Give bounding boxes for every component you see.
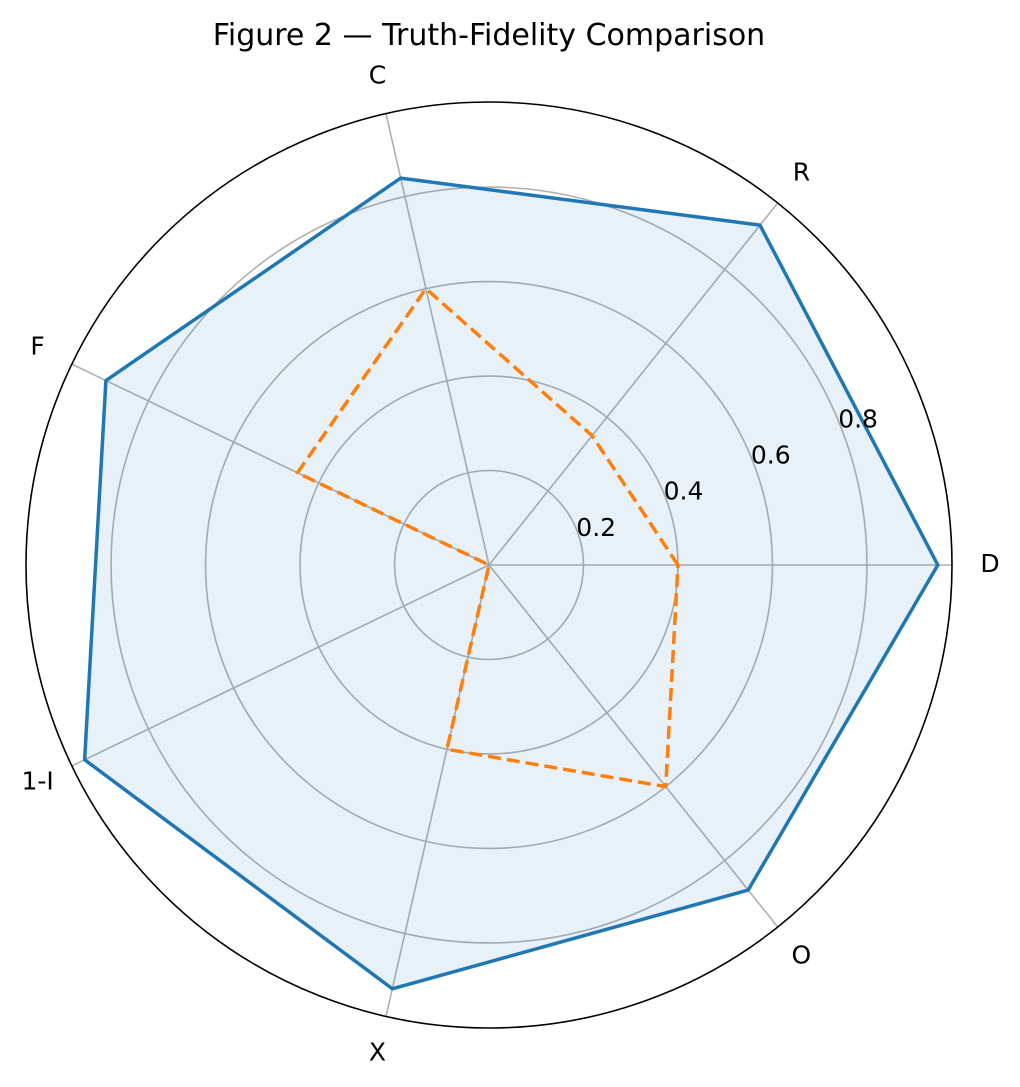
axis-labels: 0.2 0.4 0.6 0.8 D R C F 1-I X O [21,61,999,1067]
spoke-1-I [71,564,490,767]
spoke-F [71,363,490,566]
axis-label-D: D [980,549,999,578]
axis-label-R: R [793,157,810,186]
spoke-R [488,202,779,566]
spoke-O [488,564,779,928]
series-2-line [295,286,680,789]
outer-frame [25,101,953,1029]
axis-label-C: C [369,61,386,90]
chart-title: Figure 2 — Truth-Fidelity Comparison [213,18,765,53]
series-layer [82,176,940,991]
radial-tick-label: 0.8 [838,404,878,433]
spoke-C [385,113,490,566]
grid [25,101,953,1029]
axis-label-X: X [369,1037,386,1066]
series-1-fill [84,178,938,989]
spoke-X [385,564,490,1017]
axis-label-O: O [792,941,812,970]
radial-tick-label: 0.6 [751,441,791,470]
radial-tick-label: 0.4 [664,477,704,506]
series-1-line [82,176,940,991]
radial-tick-label: 0.2 [576,513,616,542]
axis-label-1-I: 1-I [21,766,53,795]
axis-label-F: F [30,332,44,361]
